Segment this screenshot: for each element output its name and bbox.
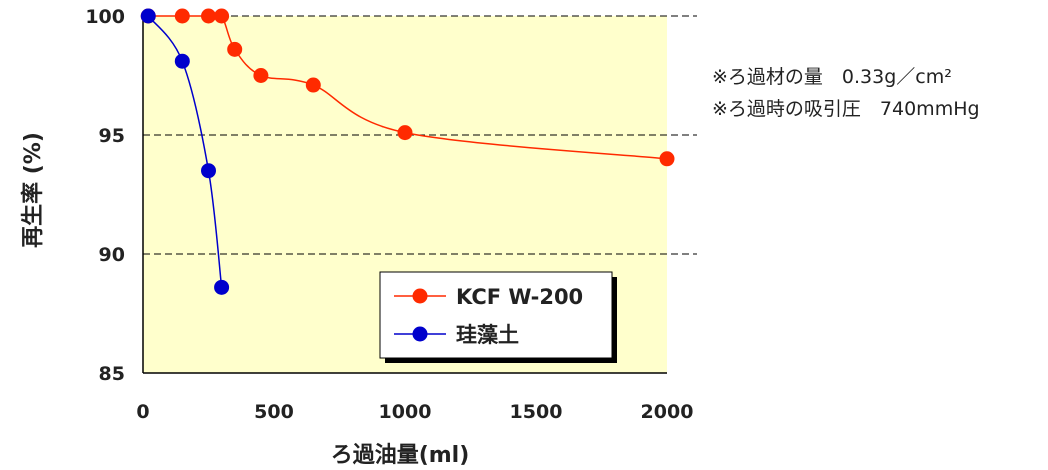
note-filter-amount: ※ろ過材の量 0.33g／cm² (712, 66, 952, 88)
x-tick-labels: 0 500 1000 1500 2000 (136, 401, 693, 423)
data-point (201, 163, 216, 179)
x-tick-label: 1000 (379, 401, 432, 423)
y-tick-label: 100 (85, 6, 125, 28)
legend-label: 珪藻土 (456, 323, 519, 347)
data-point (214, 8, 230, 24)
data-point (227, 41, 243, 57)
legend-label: KCF W-200 (456, 285, 583, 309)
series-diatomaceous-earth (140, 8, 230, 295)
legend-box (379, 271, 613, 359)
legend-marker (412, 326, 428, 342)
data-point (397, 125, 413, 141)
y-axis-title: 再生率 (%) (20, 132, 46, 248)
x-tick-label: 0 (136, 401, 149, 423)
y-tick-label: 90 (99, 244, 125, 266)
x-tick-label: 1500 (510, 401, 563, 423)
note-suction-pressure: ※ろ過時の吸引圧 740mmHg (712, 98, 980, 120)
data-point (659, 151, 675, 167)
y-tick-labels: 85 90 95 100 (85, 6, 125, 385)
data-point (174, 8, 190, 24)
data-point (214, 279, 230, 295)
legend-marker (412, 288, 428, 304)
data-point (305, 77, 321, 93)
y-tick-label: 85 (99, 363, 125, 385)
series-line (148, 12, 668, 160)
data-point (253, 68, 269, 83)
y-tick-label: 95 (99, 125, 125, 147)
x-tick-label: 2000 (641, 401, 694, 423)
series-line (147, 15, 223, 288)
series (140, 8, 675, 295)
legend: KCF W-200 珪藻土 (379, 271, 617, 363)
x-axis-title: ろ過油量(ml) (331, 442, 470, 468)
x-tick-label: 500 (254, 401, 294, 423)
axes (142, 16, 667, 374)
legend-entries: KCF W-200 珪藻土 (394, 285, 583, 347)
data-point (174, 53, 190, 69)
data-point (201, 8, 216, 24)
data-point (140, 8, 156, 24)
